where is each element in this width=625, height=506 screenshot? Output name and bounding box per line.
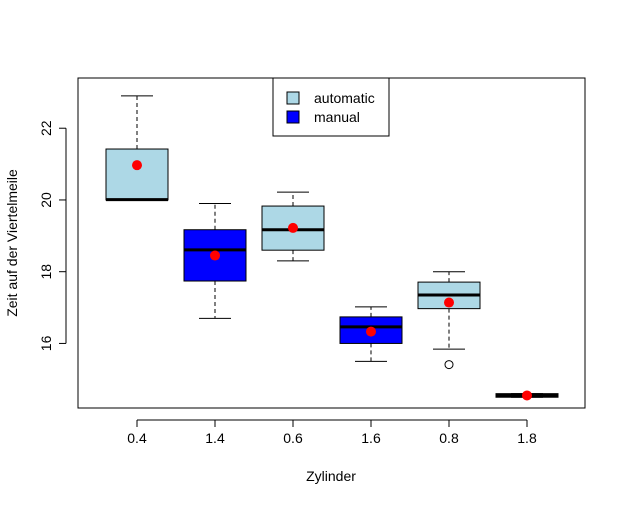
- x-tick-label: 0.4: [127, 430, 147, 446]
- mean-point: [132, 160, 142, 171]
- y-axis-label: Zeit auf der Viertelmeile: [4, 169, 20, 317]
- box-0.4: [105, 95, 169, 202]
- box-0.6: [261, 191, 325, 262]
- x-tick-label: 0.6: [283, 430, 303, 446]
- legend-frame: [272, 77, 390, 137]
- mean-point: [288, 222, 298, 233]
- mean-point: [522, 390, 532, 401]
- mean-point: [210, 250, 220, 261]
- x-tick-label: 1.6: [361, 430, 381, 446]
- box-1.4: [183, 203, 247, 319]
- legend-swatch-manual: [286, 110, 300, 124]
- y-tick-label: 16: [38, 335, 54, 351]
- legend-label-automatic: automatic: [314, 90, 375, 106]
- legend: automatic manual: [272, 77, 390, 137]
- mean-point: [366, 326, 376, 337]
- legend-swatch-automatic: [286, 91, 300, 105]
- x-axis: 0.4 1.4 0.6 1.6 0.8 1.8: [127, 419, 537, 446]
- x-tick-label: 1.8: [517, 430, 537, 446]
- y-tick-label: 20: [38, 192, 54, 208]
- y-axis: 16 18 20 22: [38, 120, 67, 351]
- box-body: [105, 148, 169, 201]
- y-tick-label: 22: [38, 120, 54, 136]
- box-1.8: [495, 390, 559, 401]
- x-tick-label: 0.8: [439, 430, 459, 446]
- outlier-point: [444, 360, 454, 370]
- y-tick-label: 18: [38, 264, 54, 280]
- x-axis-label: Zylinder: [306, 468, 356, 484]
- mean-point: [444, 297, 454, 308]
- boxes-layer: [105, 95, 559, 401]
- x-tick-label: 1.4: [205, 430, 225, 446]
- legend-label-manual: manual: [314, 109, 360, 125]
- box-0.8: [417, 271, 481, 370]
- box-1.6: [339, 306, 403, 362]
